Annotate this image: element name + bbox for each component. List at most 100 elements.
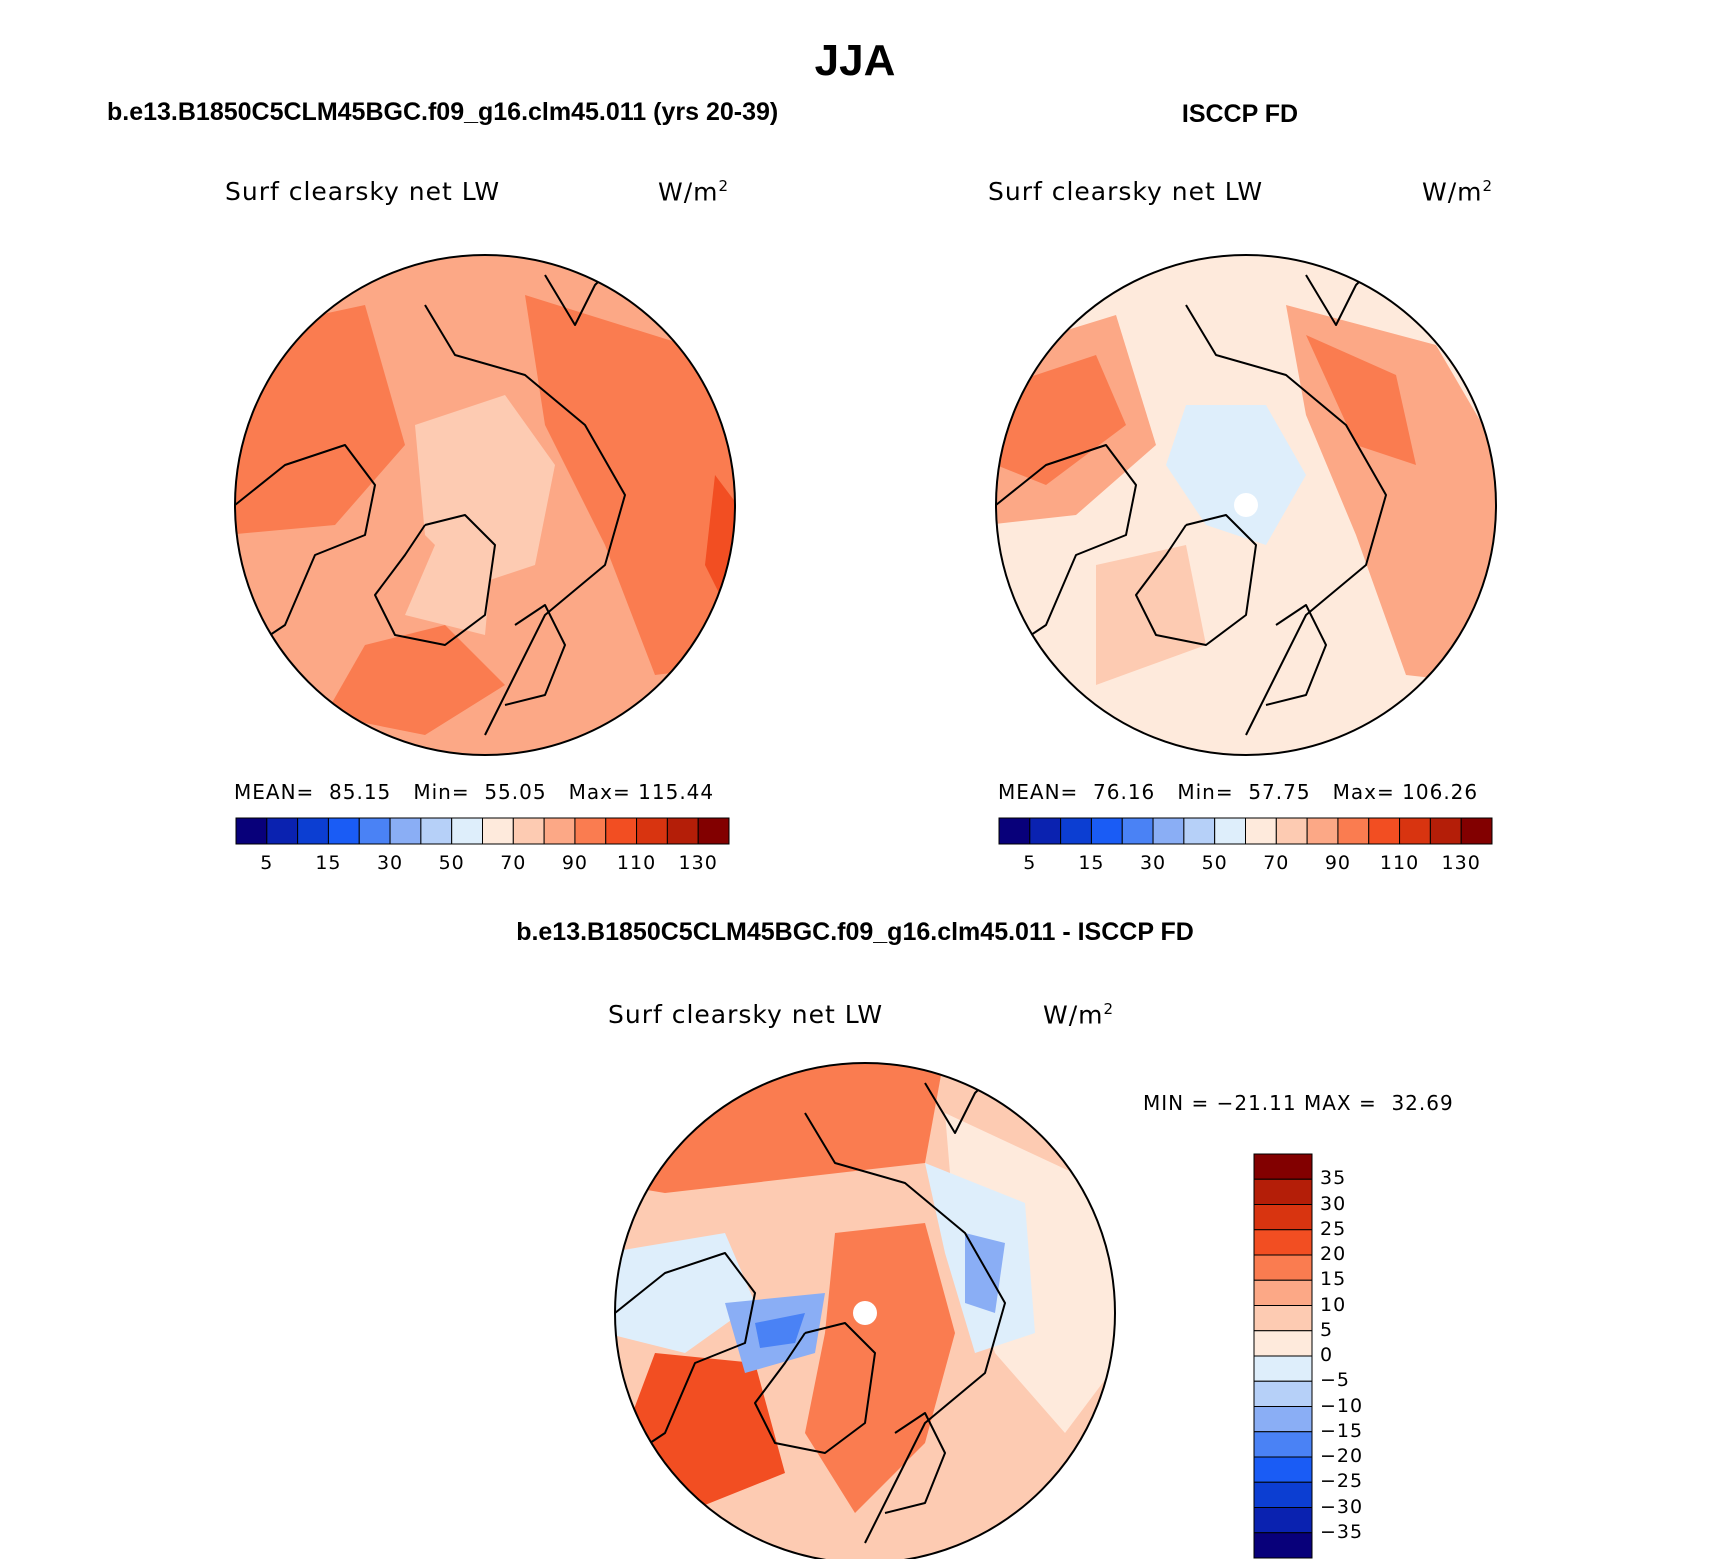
panel-3-coast-scandinavia: [884, 1412, 946, 1514]
panel-2-units-exp: 2: [1482, 177, 1494, 195]
panel-1-min-value: 55.05: [484, 780, 547, 804]
panel-2-colorbar-swatch: [1214, 817, 1246, 845]
panel-3-colorbar-tick-label: 25: [1320, 1217, 1347, 1240]
panel-1-field-light-greenland: [405, 525, 495, 635]
panel-2-colorbar-tick-label: 70: [1263, 852, 1290, 874]
panel-3-colorbar-swatch: [1253, 1507, 1313, 1534]
panel-2-variable-label: Surf clearsky net LW: [988, 177, 1264, 206]
panel-3-colorbar-swatch: [1253, 1330, 1313, 1357]
panel-1-colorbar-tick-label: 70: [500, 852, 527, 874]
panel-1-colorbar-tick-label: 90: [561, 852, 589, 874]
panel-2-colorbar-tick-label: 5: [1023, 852, 1037, 874]
panel-2-colorbar-tick-label: 90: [1324, 852, 1352, 874]
panel-3-colorbar-tick-label: 35: [1320, 1167, 1347, 1190]
panel-1-colorbar-tick-label: 5: [260, 852, 274, 874]
panel-2-colorbar-swatch: [1090, 817, 1123, 845]
panel-3-map: [614, 1062, 1116, 1559]
panel-3-colorbar-swatch: [1253, 1481, 1313, 1508]
panel-2-field-light-ring: [1096, 545, 1206, 685]
panel-3-colorbar-tick-label: −35: [1320, 1520, 1364, 1543]
panel-1-title: b.e13.B1850C5CLM45BGC.f09_g16.clm45.011 …: [107, 98, 779, 126]
panel-2-mean-label: MEAN=: [998, 780, 1079, 804]
panel-1-colorbar-swatch: [327, 817, 360, 845]
panel-3-field-cold-east: [965, 1233, 1005, 1313]
panel-2-colorbar-tick-label: 30: [1139, 852, 1167, 874]
panel-2-colorbar-swatch: [1306, 817, 1339, 845]
panel-1-units-base: W/m: [658, 177, 719, 207]
panel-3-colorbar-swatch: [1253, 1178, 1313, 1205]
panel-3-units-base: W/m: [1043, 1000, 1104, 1030]
panel-1-colorbar-swatch: [389, 817, 422, 845]
panel-3-colorbar-swatch: [1253, 1355, 1313, 1382]
panel-2-coast-eurasia: [1185, 304, 1387, 736]
panel-1-colorbar-tick-label: 50: [438, 852, 465, 874]
panel-3-colorbar-tick-label: −5: [1320, 1369, 1351, 1392]
panel-2-max-value: 106.26: [1402, 780, 1479, 804]
panel-3-colorbar-tick-label: 20: [1320, 1243, 1347, 1265]
panel-1-field-warm-east: [525, 295, 735, 675]
panel-3-max-label: MAX =: [1303, 1091, 1377, 1115]
panel-1-colorbar: [235, 817, 730, 845]
panel-2-colorbar-swatch: [1121, 817, 1154, 845]
panel-1-field-hot-east: [705, 475, 735, 625]
panel-1-colorbar-swatch: [358, 817, 391, 845]
panel-1-colorbar-swatch: [235, 817, 268, 845]
panel-2-stats: MEAN= 76.16 Min= 57.75 Max= 106.26: [998, 780, 1478, 804]
panel-1-colorbar-swatch: [482, 817, 514, 845]
panel-1-units: W/m2: [658, 177, 729, 206]
panel-2-colorbar-swatch: [1460, 817, 1493, 845]
panel-1-colorbar-swatch: [636, 817, 668, 845]
panel-3-colorbar-tick-label: 30: [1320, 1192, 1347, 1215]
panel-1-coast-eurasia: [424, 304, 626, 736]
panel-3-colorbar-swatch: [1253, 1532, 1313, 1559]
main-title: JJA: [814, 36, 896, 85]
panel-3-pole-missing: [853, 1301, 877, 1325]
panel-3-colorbar-swatch: [1253, 1279, 1313, 1306]
panel-2-colorbar-swatch: [998, 817, 1031, 845]
panel-3-field-cool-west: [615, 1233, 755, 1353]
panel-1-map: [234, 254, 736, 756]
panel-3-colorbar-tick-label: −30: [1320, 1495, 1364, 1518]
panel-2-field-hot-west: [996, 355, 1126, 485]
panel-1-map-border: [234, 254, 736, 756]
panel-1-colorbar-tick-label: 110: [616, 852, 657, 874]
panel-2-coast-north-america: [996, 444, 1137, 646]
panel-2-units: W/m2: [1422, 177, 1493, 206]
panel-3-coast-greenland: [754, 1322, 876, 1454]
panel-2-colorbar-swatch: [1245, 817, 1277, 845]
panel-3-variable-label: Surf clearsky net LW: [608, 1000, 884, 1029]
panel-1-colorbar-swatch: [451, 817, 483, 845]
panel-1-mean-label: MEAN=: [234, 780, 315, 804]
panel-2-colorbar-tick-label: 130: [1441, 852, 1481, 874]
panel-3-colorbar-swatch: [1253, 1380, 1313, 1407]
panel-1-max-label: Max=: [568, 780, 631, 804]
panel-1-stats: MEAN= 85.15 Min= 55.05 Max= 115.44: [234, 780, 714, 804]
panel-2-map: [995, 254, 1497, 756]
panel-3-colorbar-tick-label: 0: [1320, 1344, 1334, 1366]
panel-3-colorbar-tick-label: −10: [1320, 1394, 1364, 1417]
panel-3-colorbar-tick-label: −15: [1320, 1419, 1364, 1442]
panel-3-max-value: 32.69: [1391, 1091, 1454, 1115]
panel-2-colorbar: [998, 817, 1493, 845]
panel-2-min-value: 57.75: [1248, 780, 1311, 804]
panel-2-max-label: Max=: [1332, 780, 1395, 804]
panel-1-field-arctic: [415, 395, 555, 585]
panel-3-units: W/m2: [1043, 1000, 1114, 1029]
panel-3-units-exp: 2: [1103, 1000, 1115, 1018]
panel-1-max-value: 115.44: [638, 780, 715, 804]
panel-1-units-exp: 2: [718, 177, 730, 195]
panel-3-colorbar: [1253, 1153, 1313, 1559]
panel-3-title: b.e13.B1850C5CLM45BGC.f09_g16.clm45.011 …: [516, 918, 1194, 946]
panel-1-field-warm-south: [325, 625, 505, 735]
panel-3-colorbar-swatch: [1253, 1204, 1313, 1231]
panel-1-mean-value: 85.15: [329, 780, 392, 804]
panel-3-colorbar-swatch: [1253, 1254, 1313, 1281]
panel-2-field-hot-east: [1306, 335, 1416, 465]
panel-2-colorbar-swatch: [1368, 817, 1401, 845]
panel-3-map-border: [614, 1062, 1116, 1559]
panel-1-colorbar-swatch: [697, 817, 730, 845]
panel-2-units-base: W/m: [1422, 177, 1483, 207]
panel-1-colorbar-swatch: [605, 817, 638, 845]
panel-2-colorbar-swatch: [1399, 817, 1431, 845]
